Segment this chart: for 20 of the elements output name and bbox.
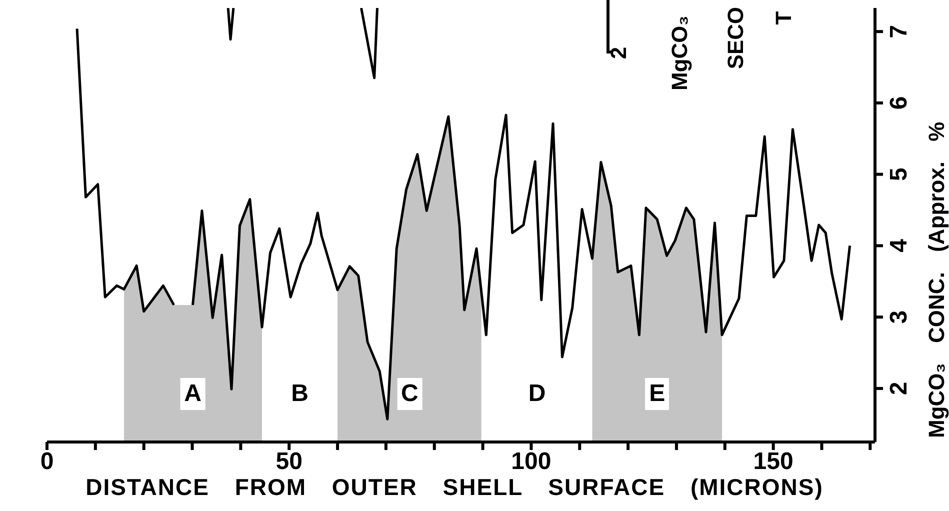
x-tick-label: 50: [276, 448, 302, 476]
x-tick-label: 100: [511, 448, 552, 476]
annotation: E: [649, 380, 666, 408]
y-tick-label: 5: [886, 168, 912, 181]
annotation: SECO: [722, 6, 748, 69]
annotation: C: [401, 380, 418, 408]
y-tick-label: 7: [886, 24, 912, 38]
annotation: MgCO₃: [666, 15, 692, 90]
y-tick-label: 6: [886, 96, 912, 110]
annotation: A: [184, 380, 202, 408]
x-tick-label: 0: [40, 448, 54, 476]
x-axis-title: DISTANCE FROM OUTER SHELL SURFACE (MICRONS): [86, 474, 824, 500]
y-tick-label: 3: [886, 310, 912, 324]
annotation: T: [771, 11, 796, 25]
annotation: B: [291, 380, 308, 408]
x-tick-label: 150: [753, 448, 794, 476]
y-tick-label: 2: [886, 382, 912, 396]
y-axis-title: MgCO₃ CONC. (Approx. %: [924, 122, 949, 438]
y-tick-label: 4: [886, 238, 912, 252]
annotation: D: [528, 380, 546, 408]
